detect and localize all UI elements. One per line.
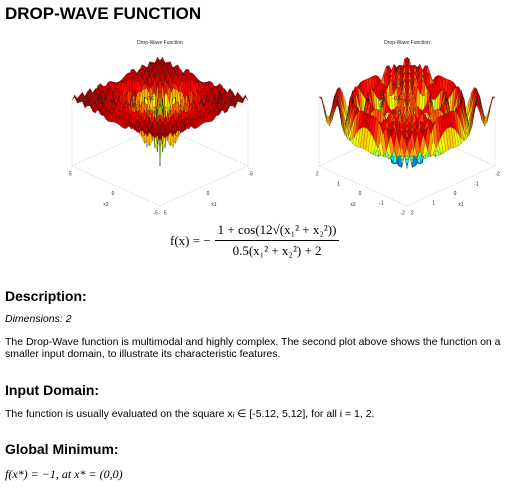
- x2-tick-label: -5: [153, 210, 158, 216]
- z-tick-label: -0.8: [392, 110, 401, 116]
- formula: f(x) = − 1 + cos(12√(x₁² + x₂²)) 0.5(x₁²…: [170, 222, 340, 259]
- x1-tick-label: 5: [164, 210, 167, 216]
- plot-title: Drop-Wave Function: [137, 40, 183, 46]
- dimensions: Dimensions: 2: [5, 313, 72, 325]
- fraction: 1 + cos(12√(x₁² + x₂²)) 0.5(x₁² + x₂²) +…: [214, 222, 340, 259]
- surface-plot: Drop-Wave Function -1 -0.8 -0.6 -0.4 -0.2 f(x1…: [69, 40, 253, 216]
- x2-axis-label: x2: [350, 202, 356, 208]
- surface-plot: Drop-Wave Function -1 -0.8 -0.6 -0.4 -0.2 f(x1…: [316, 40, 500, 216]
- surface-cell: [487, 96, 493, 119]
- z-tick-label: -0.2: [392, 68, 401, 74]
- x1-tick-label: -2: [495, 172, 500, 178]
- x1-tick-label: 1: [432, 201, 435, 207]
- z-tick-label: -0.8: [145, 110, 154, 116]
- axis-line: [159, 165, 249, 207]
- x2-tick-label: 1: [337, 181, 340, 187]
- plot-title: Drop-Wave Function: [384, 40, 430, 46]
- z-axis-label: f(x1, x2): [132, 89, 138, 107]
- x1-tick-label: -1: [474, 181, 479, 187]
- surface-cell: [321, 96, 327, 119]
- surface-cell: [404, 136, 410, 148]
- axis-line: [71, 165, 161, 207]
- axis-line: [318, 165, 408, 207]
- x2-axis-label: x2: [103, 202, 109, 208]
- x2-tick-label: 0: [359, 191, 362, 197]
- axis-line: [406, 165, 496, 207]
- z-tick-label: -0.4: [392, 82, 401, 88]
- global-minimum-formula: f(x*) = −1, at x* = (0,0): [5, 467, 123, 481]
- x2-tick-label: 2: [316, 172, 319, 178]
- x2-tick-label: -2: [400, 210, 405, 216]
- z-tick-label: -0.4: [145, 82, 154, 88]
- section-heading: Input Domain:: [5, 382, 100, 398]
- x1-tick-label: 0: [207, 191, 210, 197]
- x1-tick-label: 0: [454, 191, 457, 197]
- x1-axis-label: x1: [211, 202, 217, 208]
- x2-tick-label: -1: [379, 201, 384, 207]
- x2-tick-label: 5: [69, 172, 72, 178]
- z-tick-label: -0.2: [145, 68, 154, 74]
- x1-tick-label: 2: [411, 210, 414, 216]
- input-domain-text: The function is usually evaluated on the…: [5, 408, 375, 420]
- numerator: 1 + cos(12√(x₁² + x₂²)): [214, 222, 340, 241]
- section-heading: Description:: [5, 288, 87, 304]
- z-tick-label: -1: [150, 124, 155, 130]
- surface-cell: [157, 134, 163, 141]
- x2-tick-label: 0: [112, 191, 115, 197]
- z-tick-label: -0.6: [145, 96, 154, 102]
- z-tick-label: -0.6: [392, 96, 401, 102]
- formula-lhs: f(x) = −: [170, 232, 211, 248]
- page-title: DROP-WAVE FUNCTION: [5, 4, 202, 23]
- x1-axis-label: x1: [458, 202, 464, 208]
- x1-tick-label: -5: [248, 172, 253, 178]
- denominator: 0.5(x₁² + x₂²) + 2: [232, 243, 322, 258]
- description-text: The Drop-Wave function is multimodal and…: [5, 336, 501, 360]
- z-axis-label: f(x1, x2): [379, 89, 385, 107]
- section-heading: Global Minimum:: [5, 441, 119, 457]
- z-tick-label: -1: [397, 124, 402, 130]
